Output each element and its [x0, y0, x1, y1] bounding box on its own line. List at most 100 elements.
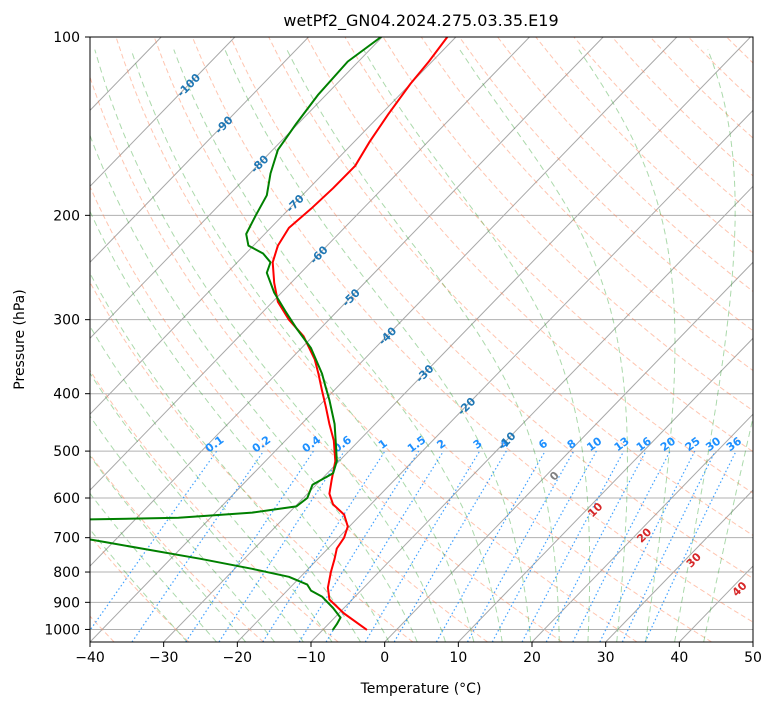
mixing-ratio-line [599, 450, 696, 642]
dry-adiabat-line [649, 37, 753, 139]
isotherm-line [90, 37, 457, 415]
plot-frame [89, 36, 754, 643]
isotherm-label: -50 [340, 286, 363, 309]
moist-adiabat-line [90, 455, 247, 642]
isotherm-label: -100 [175, 71, 204, 100]
moist-adiabat-line [94, 49, 446, 642]
x-axis-title: Temperature (°C) [360, 681, 482, 697]
dry-adiabat-line [90, 535, 190, 642]
x-tick-label: 30 [597, 650, 615, 666]
isotherm-line [384, 261, 753, 642]
moist-adiabat-line [90, 415, 275, 642]
isotherm-line [90, 37, 604, 567]
dewpoint-line [90, 37, 382, 521]
dry-adiabat-line [535, 37, 753, 254]
moist-adiabat-line [363, 49, 591, 642]
mixing-ratio-line [466, 450, 575, 642]
dry-adiabat-line [344, 37, 753, 453]
mixing-ratio-label: 6 [536, 437, 550, 452]
moist-adiabat-line [578, 49, 676, 642]
isotherm-line [90, 37, 678, 642]
chart-title: wetPf2_GN04.2024.275.03.35.E19 [283, 11, 558, 31]
x-tick-label: 40 [670, 650, 688, 666]
y-tick-label: 1000 [44, 622, 80, 638]
moist-adiabat-line [703, 415, 753, 642]
isotherm-label: -20 [455, 395, 478, 418]
isotherm-line [605, 489, 753, 642]
y-tick-label: 600 [53, 491, 80, 507]
isotherm-line [531, 413, 753, 642]
dry-adiabat-line [420, 37, 753, 372]
mixing-ratio-line [131, 450, 265, 642]
mixing-ratio-label: 2 [435, 437, 449, 452]
isotherm-line [90, 37, 383, 339]
mixing-ratio-label: 0.4 [300, 433, 324, 455]
isotherm-label-warm: 40 [730, 579, 750, 599]
dry-adiabat-line [497, 37, 753, 293]
moist-adiabat-line [90, 272, 362, 642]
isotherm-line [752, 641, 753, 642]
plot-area: 0.1 0.2 0.4 0.6 1 1.5 2 3 4 6 8 10 13 16 20 25 30 36-100-… [90, 37, 775, 642]
moist-adiabat-line [173, 49, 503, 642]
isotherm-line [90, 37, 236, 188]
mixing-ratio-label: 0.1 [203, 433, 226, 455]
moist-adiabat-line [224, 49, 532, 642]
dewpoint-line [90, 538, 342, 631]
dry-adiabat-line [115, 37, 638, 642]
moist-adiabat-line [286, 49, 560, 642]
mixing-ratio-line [435, 450, 546, 642]
x-tick-label: 20 [523, 650, 541, 666]
skewed-isotherms [90, 37, 753, 642]
moist-adiabat-line [90, 492, 217, 642]
y-tick-label: 500 [53, 444, 80, 460]
mixing-ratio-line [218, 450, 345, 642]
mixing-ratio-line [185, 450, 314, 642]
dry-adiabat-line [726, 37, 753, 64]
mixing-ratio-line [325, 450, 445, 642]
dry-adiabat-line [765, 37, 775, 642]
moist-adiabat-line [90, 134, 418, 642]
isotherm-line [457, 337, 753, 642]
isotherm-line [236, 109, 753, 642]
dry-adiabat-line [230, 37, 753, 579]
isotherm-label: -60 [307, 243, 330, 266]
x-tick-label: 50 [744, 650, 762, 666]
x-tick-label: −40 [75, 650, 105, 666]
mixing-ratio-line [644, 450, 737, 642]
dry-adiabat-line [90, 185, 488, 642]
moist-adiabat-line [90, 372, 304, 642]
moist-adiabats [90, 49, 753, 642]
dry-adiabat-line [688, 37, 753, 102]
isotherm-line [90, 37, 309, 263]
mixing-ratio-line [545, 450, 647, 642]
isotherm-label: -90 [212, 113, 235, 136]
isotherm-line [163, 37, 751, 642]
moist-adiabat-line [674, 49, 736, 642]
moist-adiabat-line [90, 528, 188, 642]
x-tick-label: −30 [149, 650, 179, 666]
x-tick-label: −20 [223, 650, 253, 666]
mixing-ratio-line [572, 450, 671, 642]
dry-adiabat-line [153, 37, 712, 642]
y-tick-label: 100 [53, 30, 80, 46]
moist-adiabat-line [459, 49, 629, 642]
dry-adiabat-line [90, 75, 563, 642]
x-tick-label: 10 [449, 650, 467, 666]
y-tick-label: 300 [53, 313, 80, 329]
mixing-ratio-line [90, 450, 218, 632]
mixing-ratio-line [491, 450, 597, 642]
dry-adiabats [90, 37, 775, 642]
pressure-gridlines [90, 37, 753, 630]
y-tick-label: 800 [53, 565, 80, 581]
mixing-ratio-label: 3 [471, 437, 485, 452]
temperature-line [271, 37, 449, 631]
isotherm-label-warm: 0 [547, 469, 562, 484]
mixing-ratio-line [521, 450, 625, 642]
mixing-ratio-line [262, 450, 386, 642]
profile-series [90, 37, 449, 631]
dry-adiabat-line [306, 37, 753, 494]
y-axis-ticks: 1000 900 800 700 600 500 400 300 200 100 [44, 30, 90, 638]
isotherm-label-warm: 20 [634, 525, 654, 545]
x-tick-label: −10 [296, 650, 326, 666]
